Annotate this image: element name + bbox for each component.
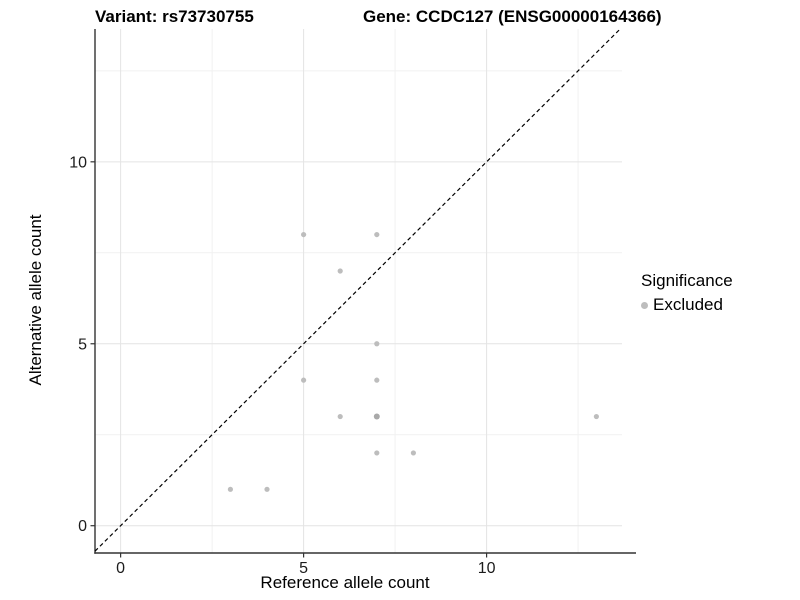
data-point [374,231,380,238]
data-point [374,450,380,456]
y-tick-label: 10 [69,154,87,171]
data-point [410,450,416,456]
data-point [301,377,307,383]
legend-entry: Excluded [641,295,733,315]
data-point [227,486,234,492]
data-point [593,413,599,420]
plot-title-variant: Variant: rs73730755 [95,7,254,26]
x-tick-label: 5 [299,560,308,577]
x-tick-label: 0 [116,560,125,577]
legend-title: Significance [641,271,733,290]
data-point [373,413,380,420]
data-point [337,268,343,274]
y-tick-label: 0 [78,518,87,535]
y-tick-label: 5 [78,336,87,353]
plot-title-gene: Gene: CCDC127 (ENSG00000164366) [363,7,662,26]
y-axis-title: Alternative allele count [26,214,45,386]
legend: Significance Excluded [641,271,733,315]
identity-line [94,28,621,552]
data-point [337,413,343,420]
legend-dot-icon [641,301,648,309]
x-axis-title: Reference allele count [260,573,430,592]
x-tick-label: 10 [478,560,496,577]
data-point [374,341,380,347]
data-point [264,486,270,492]
legend-entry-label: Excluded [653,295,723,314]
data-point [374,377,380,383]
data-point [301,231,307,238]
